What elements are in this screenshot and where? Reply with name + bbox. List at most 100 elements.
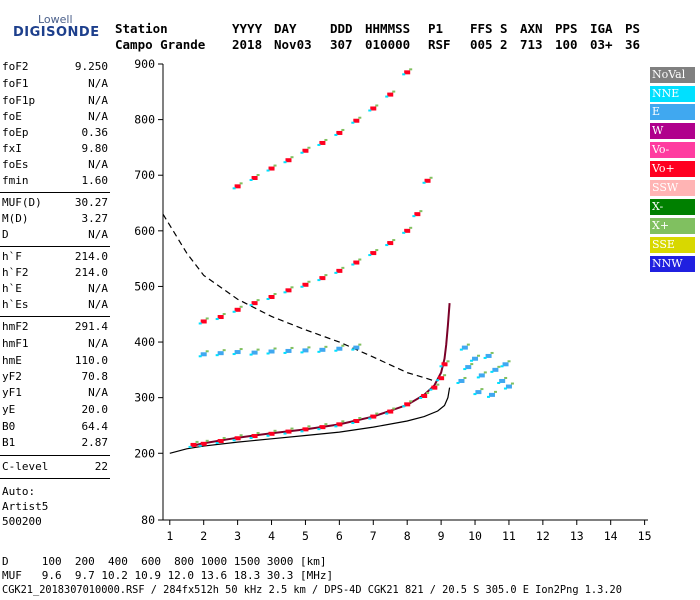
data-point-nne [351, 121, 355, 124]
data-point-x [273, 293, 277, 296]
data-point [472, 356, 479, 361]
param-value: N/A [88, 110, 108, 123]
data-point-nne [283, 432, 287, 435]
data-point [353, 118, 360, 123]
param-row: h`F 214.0 [2, 250, 108, 266]
header-ffs-value: 005 [470, 37, 493, 52]
param-value: 22 [94, 460, 108, 473]
data-point-x [256, 348, 260, 351]
param-value: N/A [88, 94, 108, 107]
data-point-nne [503, 387, 507, 390]
data-point-nne [402, 73, 406, 76]
data-point [404, 402, 411, 407]
data-point-nne [215, 442, 219, 445]
param-value: 30.27 [74, 196, 108, 209]
data-point-nne [300, 430, 304, 433]
data-point-x [239, 305, 243, 308]
data-point [499, 378, 506, 383]
data-point [302, 348, 309, 353]
data-point-x [324, 423, 328, 426]
param-value: 0.36 [81, 126, 109, 139]
data-point-nne [351, 422, 355, 425]
data-point-nne [232, 353, 236, 356]
legend-item-x-minus: X- [650, 199, 695, 215]
logo-digisonde: DIGISONDE [13, 25, 100, 40]
data-point [319, 347, 326, 352]
data-point [302, 427, 309, 432]
data-point-x [419, 210, 423, 213]
data-point [505, 384, 512, 389]
data-point-x [256, 299, 260, 302]
param-name: B1 [2, 436, 16, 449]
x-tick-label: 15 [638, 529, 652, 543]
data-point [251, 350, 258, 355]
data-point-x [409, 400, 413, 403]
param-value: N/A [88, 337, 108, 350]
auto-label: Auto: [2, 485, 36, 498]
data-point-nne [266, 434, 270, 437]
data-point-x [477, 354, 481, 357]
data-point-nne [266, 169, 270, 172]
data-point-x [409, 226, 413, 229]
data-point-x [483, 371, 487, 374]
data-point-nne [300, 151, 304, 154]
data-point-nne [266, 298, 270, 301]
data-point [424, 178, 431, 183]
param-row: foEp 0.36 [2, 126, 108, 142]
data-point [234, 436, 241, 441]
data-point-x [341, 344, 345, 347]
data-point [414, 212, 421, 217]
x-tick-label: 14 [604, 529, 618, 543]
data-point-nne [232, 187, 236, 190]
data-point-x [273, 347, 277, 350]
data-point-nne [351, 348, 355, 351]
legend-item-noval: NoVal [650, 67, 695, 83]
header-iga-value: 03+ [590, 37, 613, 52]
param-name: foEp [2, 126, 29, 139]
x-tick-label: 1 [166, 529, 173, 543]
header-day-label: DAY [274, 21, 297, 36]
data-point-nne [334, 425, 338, 428]
separator [0, 246, 110, 247]
y-tick-label: 200 [134, 446, 155, 460]
data-point [268, 166, 275, 171]
data-point-nne [232, 439, 236, 442]
data-point-nne [368, 254, 372, 257]
x-tick-label: 8 [404, 529, 411, 543]
file-info-row: CGK21_2018307010000.RSF / 284fx512h 50 k… [2, 584, 622, 596]
data-point-nne [249, 179, 253, 181]
data-point-nne [351, 263, 355, 266]
x-tick-label: 13 [570, 529, 584, 543]
data-point [475, 390, 482, 395]
data-point [268, 431, 275, 436]
param-value: 2.87 [81, 436, 109, 449]
header-s-value: 2 [500, 37, 508, 52]
data-point-x [239, 434, 243, 437]
data-point-nne [385, 412, 389, 415]
data-point-x [463, 376, 467, 379]
param-name: h`F [2, 250, 22, 263]
param-row: hmE 110.0 [2, 354, 108, 370]
data-point [190, 442, 197, 447]
param-value: 1.60 [81, 174, 109, 187]
param-name: foF1 [2, 77, 29, 90]
data-point [404, 228, 411, 233]
data-point [234, 350, 241, 355]
param-row: foF1p N/A [2, 94, 108, 110]
x-tick-label: 4 [268, 529, 275, 543]
param-name: foF2 [2, 60, 29, 73]
data-point-x [507, 360, 511, 363]
legend-item-sse: SSE [650, 237, 695, 253]
data-point [319, 140, 326, 145]
param-row: h`Es N/A [2, 298, 108, 314]
param-name: h`F2 [2, 266, 29, 279]
data-point-nne [483, 356, 487, 359]
x-tick-label: 5 [302, 529, 309, 543]
data-point-nne [283, 291, 287, 294]
data-point-nne [476, 376, 480, 379]
data-point [438, 376, 445, 381]
x-tick-label: 3 [234, 529, 241, 543]
data-point [404, 70, 411, 75]
data-point-x [375, 104, 379, 107]
data-point [319, 425, 326, 430]
